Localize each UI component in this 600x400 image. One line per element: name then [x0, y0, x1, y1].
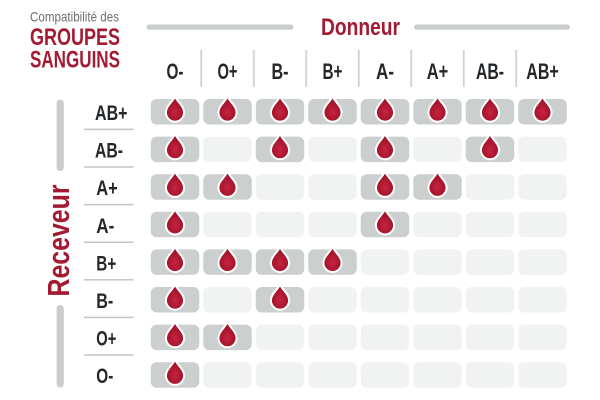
svg-text:Receveur: Receveur	[41, 185, 76, 297]
svg-text:A+: A+	[96, 176, 118, 200]
svg-text:AB-: AB-	[95, 139, 123, 163]
svg-text:B-: B-	[96, 289, 113, 313]
svg-text:Compatibilité des: Compatibilité des	[30, 9, 119, 25]
svg-text:B+: B+	[323, 59, 343, 84]
svg-text:A+: A+	[427, 59, 449, 84]
svg-text:Donneur: Donneur	[321, 14, 400, 41]
svg-text:O-: O-	[96, 364, 113, 388]
svg-text:O+: O+	[96, 327, 116, 351]
svg-text:GROUPES: GROUPES	[30, 24, 120, 51]
svg-text:AB+: AB+	[95, 101, 128, 125]
svg-text:B-: B-	[272, 59, 289, 84]
svg-text:A-: A-	[376, 59, 394, 84]
svg-text:SANGUINS: SANGUINS	[30, 47, 120, 74]
svg-text:AB-: AB-	[476, 59, 504, 84]
svg-text:O-: O-	[167, 59, 184, 84]
svg-text:A-: A-	[96, 214, 114, 238]
svg-text:AB+: AB+	[526, 59, 559, 84]
svg-text:B+: B+	[96, 251, 116, 275]
svg-text:O+: O+	[218, 59, 238, 84]
